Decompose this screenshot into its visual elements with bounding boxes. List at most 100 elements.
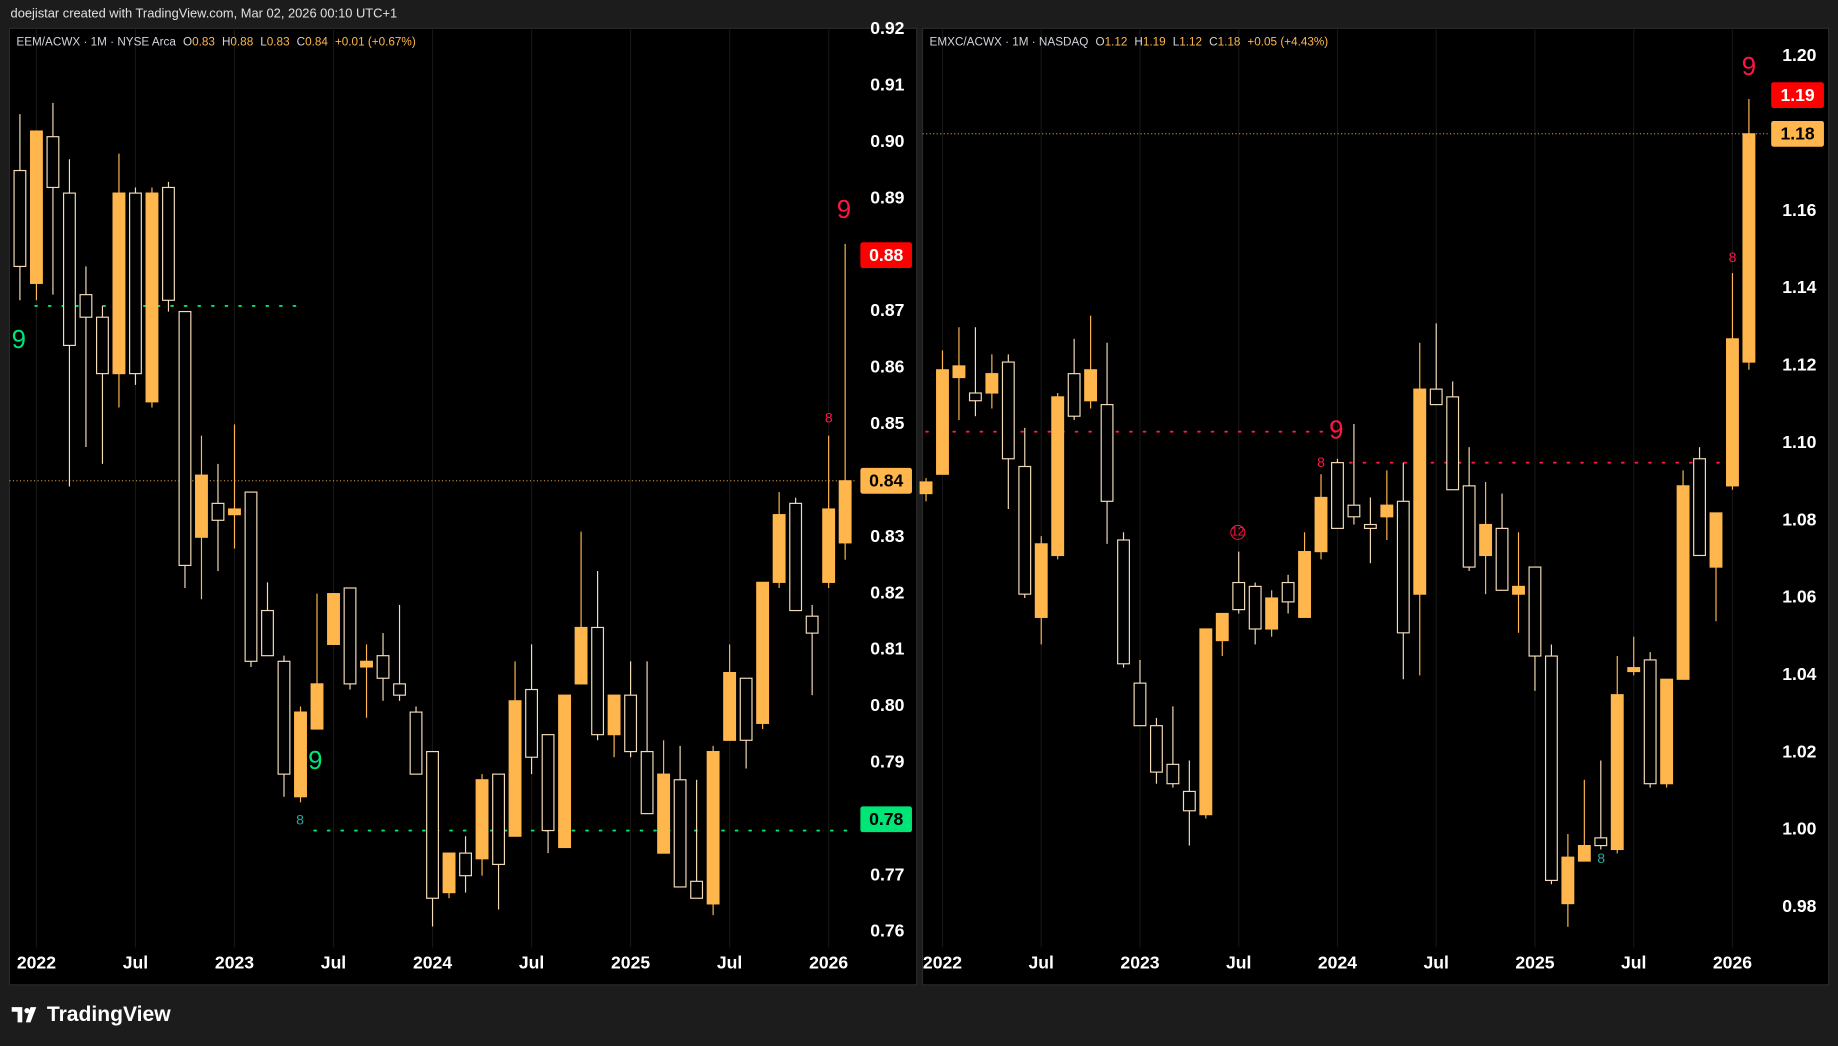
- candle-body: [475, 779, 489, 860]
- ohlc-key: C: [1209, 35, 1218, 48]
- candle-body: [1462, 485, 1476, 568]
- candle-body: [624, 694, 638, 753]
- annotation: 12: [1231, 525, 1244, 538]
- y-tick-label: 1.10: [1782, 432, 1816, 452]
- candle-body: [1693, 458, 1706, 557]
- candle-body: [327, 593, 340, 645]
- y-tick-label: 0.87: [870, 300, 904, 320]
- logo-mark: [11, 1007, 23, 1023]
- x-tick-label: Jul: [321, 952, 346, 972]
- candle-body: [1396, 500, 1410, 634]
- candle-body: [1380, 504, 1394, 518]
- candle-body: [409, 711, 423, 775]
- y-tick-label: 1.08: [1782, 509, 1816, 529]
- candle-body: [62, 192, 76, 346]
- x-tick-label: 2022: [923, 952, 962, 972]
- legend-header: EMXC/ACWX · 1M · NASDAQ O1.12 H1.19 L1.12 C1…: [930, 35, 1329, 48]
- price-badge: [860, 806, 912, 833]
- candle-body: [1561, 856, 1575, 905]
- candle-body: [968, 392, 982, 402]
- candle-body: [690, 880, 704, 899]
- candle-body: [1067, 373, 1081, 417]
- y-tick-label: 0.76: [870, 921, 904, 941]
- y-tick-label: 1.12: [1782, 355, 1816, 375]
- price-badge-label: 1.19: [1780, 85, 1814, 105]
- credit: doejistar created with TradingView.com, …: [11, 6, 398, 21]
- candle-body: [1660, 678, 1674, 785]
- y-tick-label: 0.83: [870, 526, 904, 546]
- x-tick-label: 2023: [215, 952, 254, 972]
- candle-body: [162, 186, 175, 301]
- brand-logo: TradingView: [11, 1003, 171, 1026]
- candle-body: [936, 369, 949, 475]
- candle-body: [393, 683, 406, 696]
- change: +0.05 (+4.43%): [1247, 35, 1328, 48]
- change: +0.01 (+0.67%): [335, 35, 416, 48]
- candle-body: [13, 169, 27, 268]
- candle-body: [541, 734, 555, 832]
- legend-header: EEM/ACWX · 1M · NYSE Arca O0.83 H0.88 L0.83…: [16, 35, 415, 48]
- y-tick-label: 0.92: [870, 18, 904, 38]
- candle-body: [29, 130, 43, 284]
- x-tick-label: Jul: [717, 952, 742, 972]
- candle-body: [492, 773, 506, 865]
- x-tick-label: Jul: [123, 952, 148, 972]
- candle-body: [756, 581, 770, 724]
- x-tick-label: 2024: [1318, 952, 1357, 972]
- candle-body: [1149, 725, 1163, 773]
- candle-body: [1199, 628, 1213, 816]
- candle-body: [1643, 659, 1657, 785]
- left-panel: [8, 27, 918, 986]
- logo-slash: [25, 1007, 37, 1023]
- ohlc-key: L: [1173, 35, 1180, 48]
- y-tick-label: 0.86: [870, 357, 904, 377]
- ohlc-value: 0.84: [305, 35, 328, 48]
- x-tick-label: 2025: [1515, 952, 1554, 972]
- ohlc-key: C: [297, 35, 306, 48]
- y-tick-label: 1.00: [1782, 819, 1816, 839]
- candle-body: [1281, 581, 1295, 603]
- candle-body: [1544, 655, 1558, 881]
- ohlc-value: 0.83: [192, 35, 215, 48]
- candle-body: [673, 779, 687, 888]
- ohlc-value: 1.19: [1143, 35, 1166, 48]
- annotation: 9: [1329, 416, 1343, 444]
- chart: 2022 Jul 2023 Jul 2024 Jul 2025 Jul 2026 0.98 1.00…: [919, 29, 1824, 972]
- candle-body: [952, 365, 966, 379]
- y-tick-label: 0.98: [1782, 896, 1816, 916]
- price-badge-label: 0.88: [869, 245, 903, 265]
- candle-body: [1413, 388, 1427, 595]
- x-tick-label: 2023: [1120, 952, 1159, 972]
- price-badge-label: 0.84: [869, 471, 903, 491]
- ohlc-value: 1.12: [1179, 35, 1202, 48]
- candle-body: [96, 316, 109, 375]
- candle-body: [1594, 837, 1608, 847]
- candle-body: [112, 192, 126, 375]
- candle-body: [1610, 694, 1624, 851]
- x-tick-label: 2026: [1713, 952, 1752, 972]
- candle-body: [706, 750, 720, 905]
- candle-body: [1676, 485, 1690, 680]
- candle-body: [919, 481, 933, 495]
- chart: 2022 Jul 2023 Jul 2024 Jul 2025 Jul 2026 0.76 0.77…: [9, 18, 912, 972]
- candle-body: [1577, 845, 1591, 862]
- annotation: 9: [308, 747, 322, 775]
- candle-body: [1331, 462, 1344, 529]
- candle-body: [1495, 527, 1509, 591]
- candle-body: [574, 626, 588, 685]
- y-tick-label: 0.82: [870, 582, 904, 602]
- annotation: 8: [1317, 454, 1325, 470]
- candle-body: [1627, 667, 1641, 673]
- candle-body: [985, 373, 999, 394]
- candle-body: [1298, 551, 1312, 618]
- candle-body: [294, 711, 307, 798]
- x-tick-label: Jul: [519, 952, 544, 972]
- annotation: 9: [837, 196, 851, 224]
- candle-body: [261, 609, 274, 657]
- x-tick-label: Jul: [1424, 952, 1449, 972]
- candle-body: [1528, 566, 1542, 657]
- candle-body: [1347, 504, 1361, 518]
- ohlc-key: L: [260, 35, 267, 48]
- candle-body: [1265, 597, 1279, 630]
